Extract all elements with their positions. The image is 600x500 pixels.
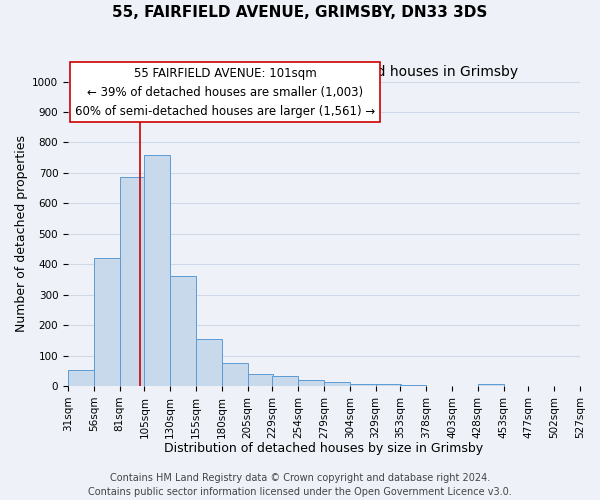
Bar	[400, 385, 426, 386]
Bar	[94, 258, 119, 386]
Bar	[196, 340, 222, 386]
Bar	[376, 384, 401, 386]
X-axis label: Distribution of detached houses by size in Grimsby: Distribution of detached houses by size …	[164, 442, 484, 455]
Bar	[248, 374, 274, 386]
Bar	[272, 376, 298, 386]
Text: 55 FAIRFIELD AVENUE: 101sqm
← 39% of detached houses are smaller (1,003)
60% of : 55 FAIRFIELD AVENUE: 101sqm ← 39% of det…	[75, 66, 375, 118]
Bar	[478, 384, 503, 386]
Bar	[298, 380, 324, 386]
Bar	[222, 363, 248, 386]
Bar	[170, 276, 196, 386]
Text: 55, FAIRFIELD AVENUE, GRIMSBY, DN33 3DS: 55, FAIRFIELD AVENUE, GRIMSBY, DN33 3DS	[112, 5, 488, 20]
Bar	[68, 370, 94, 386]
Bar	[119, 178, 145, 386]
Title: Size of property relative to detached houses in Grimsby: Size of property relative to detached ho…	[130, 65, 518, 79]
Bar	[145, 155, 170, 386]
Bar	[324, 382, 350, 386]
Text: Contains HM Land Registry data © Crown copyright and database right 2024.
Contai: Contains HM Land Registry data © Crown c…	[88, 473, 512, 497]
Bar	[350, 384, 376, 386]
Y-axis label: Number of detached properties: Number of detached properties	[15, 136, 28, 332]
